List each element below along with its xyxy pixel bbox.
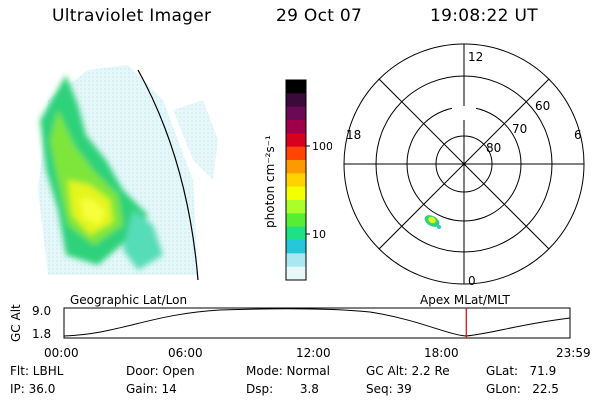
colorbar-segment — [286, 93, 306, 108]
x-tick-labels: 00:00 06:00 12:00 18:00 23:59 — [44, 346, 591, 360]
colorbar-tick-100: 100 — [312, 140, 332, 153]
mlt-label-0: 0 — [468, 274, 476, 288]
ip-label: IP: 36.0 — [10, 382, 56, 396]
colorbar-gradient — [286, 80, 306, 281]
diag-2 — [378, 78, 550, 250]
colorbar-segment — [286, 226, 306, 241]
colorbar-segment — [286, 146, 306, 161]
y-tick-1.8: 1.8 — [32, 327, 51, 341]
x-tick-0000: 00:00 — [44, 346, 79, 360]
geographic-label: Geographic Lat/Lon — [70, 293, 187, 307]
ring-label-80: 80 — [486, 141, 501, 155]
colorbar: 100 10 photon cm⁻²s⁻¹ — [263, 79, 332, 281]
colorbar-segment — [286, 240, 306, 254]
glon-label: GLon: 22.5 — [486, 382, 559, 396]
earth-limb-arc — [137, 69, 199, 280]
y-tick-9: 9.0 — [32, 304, 51, 318]
colorbar-segment — [286, 186, 306, 201]
colorbar-segment — [286, 120, 306, 134]
x-tick-1200: 12:00 — [296, 346, 331, 360]
colorbar-label: photon cm⁻²s⁻¹ — [263, 135, 277, 228]
ring-label-70: 70 — [512, 122, 527, 136]
date-label: 29 Oct 07 — [276, 6, 363, 26]
orbit-altitude-plot: Geographic Lat/Lon Apex MLat/MLT GC Alt … — [9, 293, 591, 360]
geographic-aurora-image — [38, 65, 218, 280]
glat-label: GLat: 71.9 — [486, 364, 557, 378]
colorbar-segment — [286, 80, 306, 94]
colorbar-segment — [286, 200, 306, 214]
x-tick-1800: 18:00 — [424, 346, 459, 360]
aurora-emission — [40, 75, 163, 270]
colorbar-segment — [286, 213, 306, 228]
mlt-label-18: 18 — [346, 128, 361, 142]
door-label: Door: Open — [126, 364, 195, 378]
apex-label: Apex MLat/MLT — [420, 293, 510, 307]
mode-label: Mode: Normal — [246, 364, 330, 378]
flt-label: Flt: LBHL — [10, 364, 64, 378]
colorbar-segment — [286, 266, 306, 281]
colorbar-segment — [286, 253, 306, 268]
page-title: Ultraviolet Imager — [52, 6, 212, 26]
dsp-label: Dsp: 3.8 — [246, 382, 319, 396]
altitude-curve — [63, 308, 571, 337]
y-axis-label: GC Alt — [9, 304, 23, 342]
ring-label-60: 60 — [535, 99, 550, 113]
colorbar-tick-10: 10 — [312, 228, 326, 241]
mlt-label-6: 6 — [574, 128, 582, 142]
polar-mlat-mlt-plot: 80 70 60 12 18 6 0 — [343, 43, 585, 288]
colorbar-segment — [286, 133, 306, 148]
polar-aurora-blob — [424, 215, 441, 229]
seq-label: Seq: 39 — [366, 382, 412, 396]
time-label: 19:08:22 UT — [430, 6, 538, 26]
plot-frame — [63, 307, 571, 339]
mlt-label-12: 12 — [468, 50, 483, 64]
x-tick-0600: 06:00 — [168, 346, 203, 360]
gain-label: Gain: 14 — [126, 382, 177, 396]
gc-alt-label: GC Alt: 2.2 Re — [366, 364, 450, 378]
x-tick-2359: 23:59 — [556, 346, 591, 360]
colorbar-segment — [286, 106, 306, 121]
colorbar-segment — [286, 173, 306, 188]
colorbar-segment — [286, 160, 306, 174]
